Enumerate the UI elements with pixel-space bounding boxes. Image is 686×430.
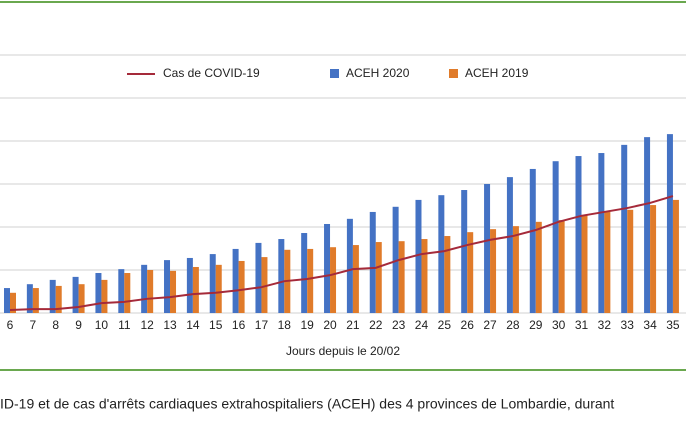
- bar: [307, 248, 314, 313]
- bar: [72, 276, 79, 313]
- bar: [575, 156, 582, 313]
- legend-label: Cas de COVID-19: [163, 66, 260, 80]
- bar: [666, 134, 673, 313]
- caption: ID-19 et de cas d'arrêts cardiaques extr…: [0, 396, 614, 412]
- bar: [512, 226, 519, 313]
- x-tick-label: 14: [186, 318, 200, 332]
- bar: [255, 242, 262, 313]
- x-tick-label: 26: [461, 318, 475, 332]
- bar: [467, 232, 474, 313]
- bar: [535, 221, 542, 313]
- bar: [209, 254, 216, 313]
- bar: [278, 239, 285, 313]
- bar: [490, 229, 497, 313]
- bar: [604, 211, 611, 313]
- bar: [164, 260, 171, 313]
- bar: [506, 177, 513, 313]
- x-tick-label: 35: [666, 318, 680, 332]
- bar: [552, 161, 559, 313]
- x-tick-label: 28: [506, 318, 520, 332]
- bar: [672, 199, 679, 313]
- x-tick-label: 11: [118, 318, 131, 332]
- bar: [415, 199, 422, 313]
- bar: [192, 266, 199, 313]
- legend-label: ACEH 2020: [346, 66, 410, 80]
- bar: [598, 153, 605, 313]
- bar: [650, 205, 657, 313]
- legend-swatch: [449, 69, 458, 78]
- x-tick-label: 18: [278, 318, 292, 332]
- x-tick-label: 29: [529, 318, 543, 332]
- bar: [49, 279, 56, 313]
- bar: [147, 270, 154, 313]
- line-series: [9, 195, 674, 311]
- bar: [101, 279, 108, 313]
- x-tick-label: 30: [552, 318, 566, 332]
- bar: [392, 206, 399, 313]
- bar: [238, 260, 245, 313]
- x-tick-label: 23: [392, 318, 406, 332]
- x-tick-label: 16: [232, 318, 246, 332]
- bar: [438, 195, 445, 313]
- x-tick-label: 32: [598, 318, 612, 332]
- bar: [461, 190, 468, 313]
- x-tick-label: 8: [52, 318, 59, 332]
- bar: [421, 239, 428, 313]
- bar: [644, 137, 651, 313]
- bar: [369, 211, 376, 313]
- bar: [95, 273, 102, 313]
- x-tick-label: 9: [75, 318, 82, 332]
- bar: [627, 209, 634, 313]
- x-tick-label: 15: [209, 318, 223, 332]
- bar: [232, 248, 239, 313]
- bar: [558, 220, 565, 313]
- bar: [261, 257, 268, 313]
- bar: [581, 214, 588, 313]
- x-tick-label: 34: [643, 318, 657, 332]
- bar: [215, 264, 222, 313]
- bar: [621, 144, 628, 313]
- bar: [352, 245, 359, 313]
- bar: [32, 288, 39, 313]
- x-tick-label: 20: [323, 318, 337, 332]
- bar: [4, 288, 10, 313]
- bar: [324, 223, 331, 313]
- bar: [78, 284, 85, 313]
- x-tick-label: 17: [255, 318, 269, 332]
- bar: [330, 247, 337, 313]
- bar: [141, 264, 148, 313]
- bar: [301, 233, 308, 313]
- x-tick-label: 31: [575, 318, 589, 332]
- legend-label: ACEH 2019: [465, 66, 529, 80]
- x-tick-label: 13: [163, 318, 177, 332]
- bar: [375, 242, 382, 313]
- bar: [55, 285, 62, 313]
- x-tick-label: 27: [483, 318, 497, 332]
- x-tick-label: 22: [369, 318, 383, 332]
- bar: [186, 257, 193, 313]
- legend-swatch: [330, 69, 339, 78]
- x-tick-label: 7: [30, 318, 37, 332]
- bar: [118, 269, 125, 313]
- bar: [529, 168, 536, 313]
- bar: [484, 184, 491, 313]
- x-tick-label: 6: [7, 318, 14, 332]
- x-axis-label: Jours depuis le 20/02: [286, 344, 400, 358]
- x-tick-label: 33: [621, 318, 635, 332]
- bar: [444, 236, 451, 313]
- x-tick-label: 25: [438, 318, 452, 332]
- x-tick-label: 24: [415, 318, 429, 332]
- bar: [124, 273, 131, 313]
- x-tick-label: 12: [140, 318, 154, 332]
- bar: [346, 218, 353, 313]
- x-tick-label: 10: [95, 318, 109, 332]
- bar: [26, 284, 33, 313]
- x-tick-label: 19: [301, 318, 315, 332]
- bar: [10, 292, 16, 313]
- x-tick-label: 21: [346, 318, 360, 332]
- bar: [170, 270, 177, 313]
- bar: [398, 241, 405, 313]
